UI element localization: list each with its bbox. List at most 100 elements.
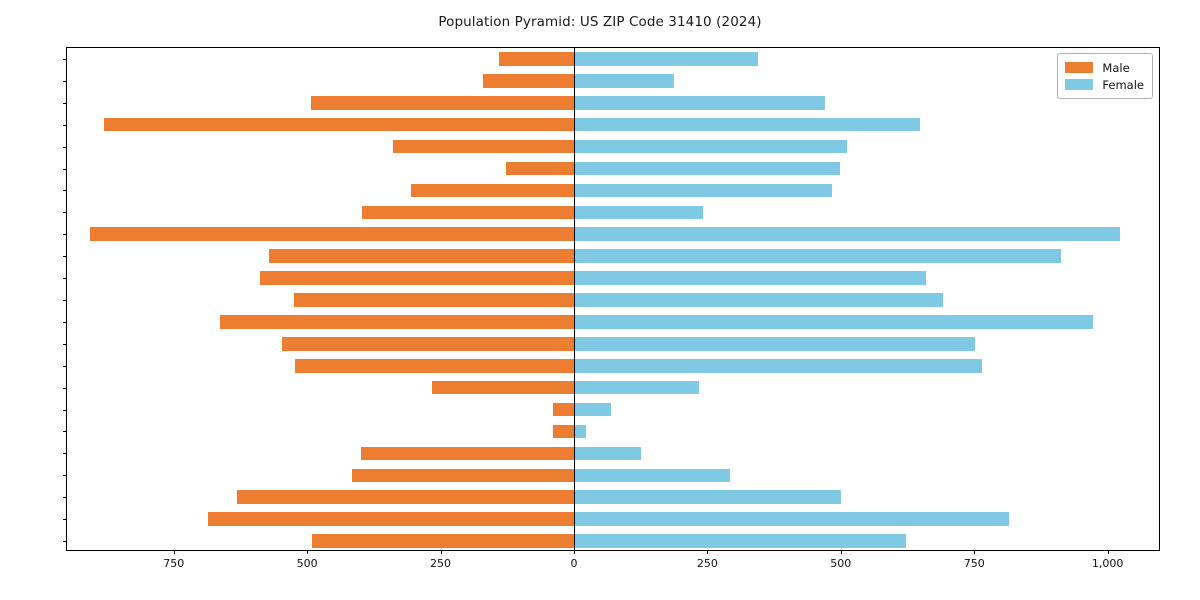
male-bar [312,534,574,548]
pyramid-row [67,293,1159,307]
male-bar [506,161,574,176]
pyramid-row [67,227,1159,242]
female-bar [573,183,833,198]
x-tick-mark [840,550,842,554]
legend-swatch-icon [1065,79,1094,90]
y-tick-mark [63,321,67,323]
y-tick-mark [63,58,67,60]
y-tick-mark [63,387,67,389]
pyramid-row [67,315,1159,329]
y-tick-mark [63,146,67,148]
pyramid-row [67,161,1159,176]
female-bar [573,117,920,132]
female-bar [573,358,982,373]
y-tick-mark [63,431,67,433]
legend-label: Male [1102,60,1130,75]
x-axis-tick-label: 250 [430,557,452,570]
y-tick-mark [63,365,67,367]
male-bar [237,490,574,504]
female-bar [573,424,586,439]
female-bar [573,227,1121,242]
pyramid-row [67,337,1159,351]
legend-item-female[interactable]: Female [1065,76,1144,93]
male-bar [393,139,574,154]
female-bar [573,95,825,110]
y-tick-mark [63,453,67,455]
male-bar [362,205,574,220]
female-bar [573,534,907,548]
male-bar [104,117,574,132]
male-bar [351,468,574,483]
x-axis-tick-label: 750 [963,557,985,570]
female-bar [573,205,704,220]
x-tick-mark [1107,550,1109,554]
legend: Male Female [1057,53,1153,99]
pyramid-row [67,468,1159,483]
female-bar [573,380,700,395]
female-bar [573,271,927,285]
male-bar [260,271,574,285]
pyramid-row [67,380,1159,395]
pyramid-row [67,512,1159,526]
x-axis-tick-label: 500 [830,557,852,570]
male-bar [282,337,574,351]
y-tick-mark [63,541,67,543]
pyramid-row [67,74,1159,88]
x-tick-mark [974,550,976,554]
female-bar [573,161,840,176]
male-bar [499,52,574,66]
pyramid-row [67,424,1159,439]
y-tick-mark [63,102,67,104]
x-tick-mark [440,550,442,554]
female-bar [573,315,1093,329]
male-bar [89,227,574,242]
x-tick-mark [707,550,709,554]
pyramid-row [67,52,1159,66]
pyramid-row [67,249,1159,263]
pyramid-row [67,271,1159,285]
pyramid-row [67,402,1159,417]
female-bar [573,139,848,154]
female-bar [573,293,944,307]
male-bar [310,95,574,110]
y-tick-mark [63,278,67,280]
female-bar [573,468,730,483]
y-tick-mark [63,124,67,126]
pyramid-row [67,183,1159,198]
pyramid-row [67,358,1159,373]
male-bar [294,293,574,307]
x-axis-tick-label: 750 [163,557,185,570]
male-bar [220,315,574,329]
female-bar [573,74,674,88]
y-tick-mark [63,256,67,258]
male-bar [207,512,574,526]
y-tick-mark [63,234,67,236]
y-tick-mark [63,168,67,170]
legend-label: Female [1102,77,1144,92]
y-tick-mark [63,343,67,345]
male-bar [361,446,574,461]
y-tick-mark [63,519,67,521]
female-bar [573,249,1062,263]
x-axis-tick-label: 0 [570,557,578,570]
male-bar [432,380,574,395]
pyramid-row [67,139,1159,154]
male-bar [269,249,574,263]
y-tick-mark [63,475,67,477]
x-tick-mark [307,550,309,554]
pyramid-row [67,534,1159,548]
male-bar [552,424,574,439]
male-bar [483,74,574,88]
y-tick-mark [63,80,67,82]
legend-item-male[interactable]: Male [1065,59,1144,76]
zero-axis-line [573,48,576,550]
legend-swatch-icon [1065,62,1094,73]
pyramid-row [67,446,1159,461]
plot-area: 85+80-8475-7970-7467-6965-6662-6460-6155… [63,47,1160,570]
x-axis-tick-label: 500 [296,557,318,570]
x-tick-mark [573,550,575,554]
pyramid-row [67,490,1159,504]
chart-title: Population Pyramid: US ZIP Code 31410 (2… [438,14,762,30]
y-tick-mark [63,497,67,499]
